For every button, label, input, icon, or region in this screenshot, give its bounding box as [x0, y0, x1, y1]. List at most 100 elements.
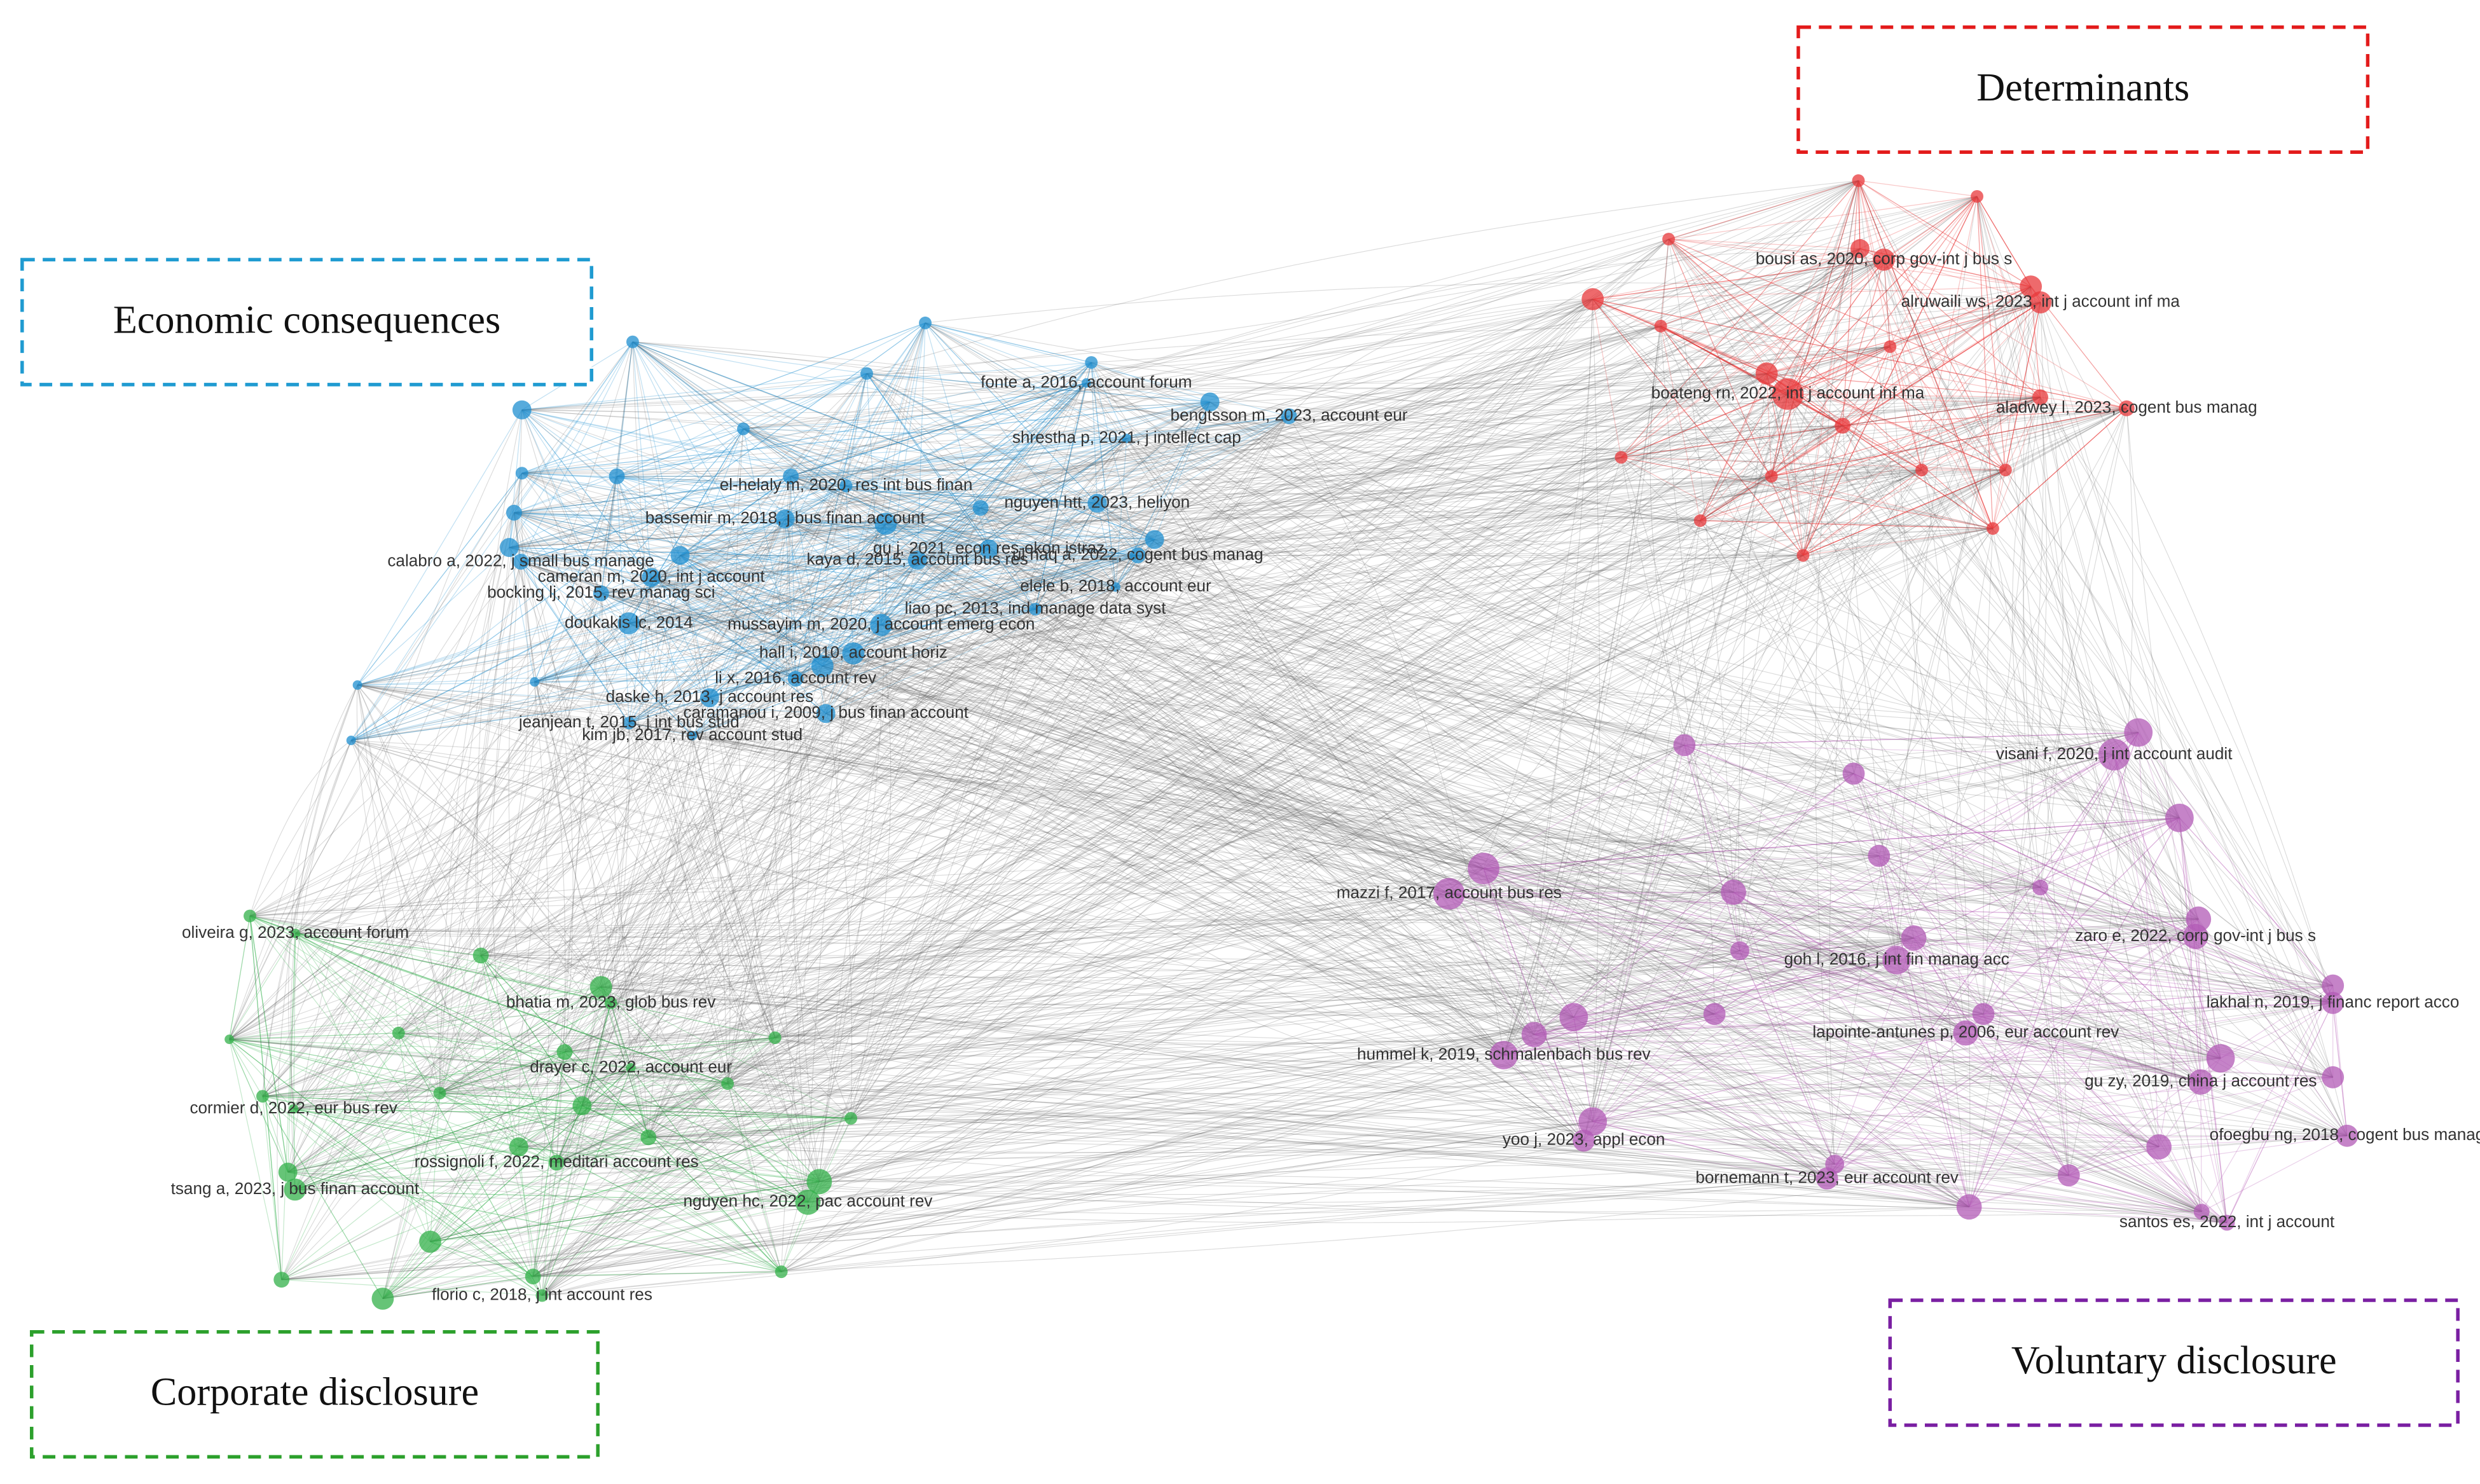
edge [781, 1054, 1505, 1272]
node [2118, 400, 2135, 416]
edge [430, 322, 926, 1242]
edge [881, 322, 926, 626]
edge [1096, 502, 1155, 540]
edge [785, 518, 1685, 746]
edge [249, 773, 1854, 917]
edge [2040, 887, 2221, 1059]
edge [1668, 238, 2006, 471]
edge [281, 1121, 1593, 1281]
node [609, 468, 625, 484]
edge [680, 554, 2069, 1176]
edge [632, 341, 1155, 540]
edge [1857, 181, 1861, 249]
edge [2226, 1003, 2334, 1223]
edge [743, 428, 1854, 774]
edge [1592, 298, 1767, 374]
edge [481, 919, 2199, 972]
edge [616, 428, 744, 477]
edge [521, 518, 785, 563]
edge [917, 560, 1036, 610]
edge [866, 326, 1661, 374]
node [1489, 1041, 1519, 1069]
edge [1085, 383, 1535, 1035]
edge [1503, 918, 2199, 1056]
edge [295, 408, 2127, 934]
edge [846, 485, 1098, 504]
node [1842, 762, 1865, 785]
node [525, 1268, 541, 1285]
edge [781, 959, 1897, 1272]
edge [518, 713, 827, 1148]
edge [709, 697, 1828, 1179]
node [1835, 418, 1851, 434]
edge [980, 401, 1211, 509]
edge [2005, 469, 2334, 1078]
node [816, 704, 836, 724]
edge [692, 539, 1155, 736]
edge [1097, 502, 2114, 755]
edge [1969, 732, 2139, 1207]
edge [480, 955, 582, 1106]
node [499, 538, 519, 557]
edge [521, 472, 776, 1038]
edge [1534, 1013, 1715, 1035]
edge [520, 561, 2333, 1003]
edge [600, 341, 633, 594]
edge [651, 196, 1978, 578]
edge [925, 322, 1092, 363]
edge [1592, 1002, 2333, 1122]
edge [1842, 196, 1978, 426]
edge [822, 666, 1505, 1055]
edge [581, 429, 744, 1106]
cluster-box [30, 1330, 600, 1459]
edge [601, 593, 796, 680]
edge [1503, 248, 1861, 1055]
edge [781, 322, 926, 1272]
edge [294, 1067, 631, 1190]
node [352, 680, 362, 690]
edge [357, 685, 481, 956]
edge [2040, 817, 2180, 888]
edge [1592, 259, 1884, 300]
edge [1483, 868, 2201, 1083]
edge [293, 437, 1127, 1110]
edge [2179, 817, 2334, 986]
edge [850, 180, 1859, 1119]
edge [351, 739, 2228, 1223]
edge [1592, 259, 1884, 300]
edge [439, 476, 617, 1094]
edge [846, 401, 1210, 486]
edge [542, 238, 1669, 1296]
edge [818, 539, 1155, 1182]
edge [1668, 238, 2006, 471]
edge [1592, 1121, 2228, 1223]
edge [293, 408, 2127, 1110]
node [699, 688, 719, 708]
edge [825, 713, 2201, 1083]
edge [1115, 373, 1767, 587]
edge [1583, 180, 1859, 1141]
edge [521, 554, 680, 563]
edge [680, 476, 791, 556]
edge [796, 678, 1449, 895]
edge [981, 469, 1922, 509]
node [2322, 991, 2344, 1014]
edge [295, 933, 808, 1203]
edge [917, 560, 1835, 1165]
edge [287, 887, 2041, 1173]
edge [1739, 950, 2160, 1148]
edge [556, 180, 1859, 1164]
edge [350, 485, 846, 741]
edge [1503, 239, 1669, 1055]
edge [564, 732, 2139, 1053]
edge [521, 409, 820, 1182]
edge [1209, 401, 2160, 1148]
edge [477, 409, 523, 956]
edge [2040, 397, 2348, 1136]
node [2098, 739, 2130, 771]
edge [1788, 196, 1978, 395]
edge [727, 855, 1879, 1084]
edge [1733, 891, 1970, 1207]
edge [229, 1039, 2228, 1223]
edge [743, 401, 1210, 430]
